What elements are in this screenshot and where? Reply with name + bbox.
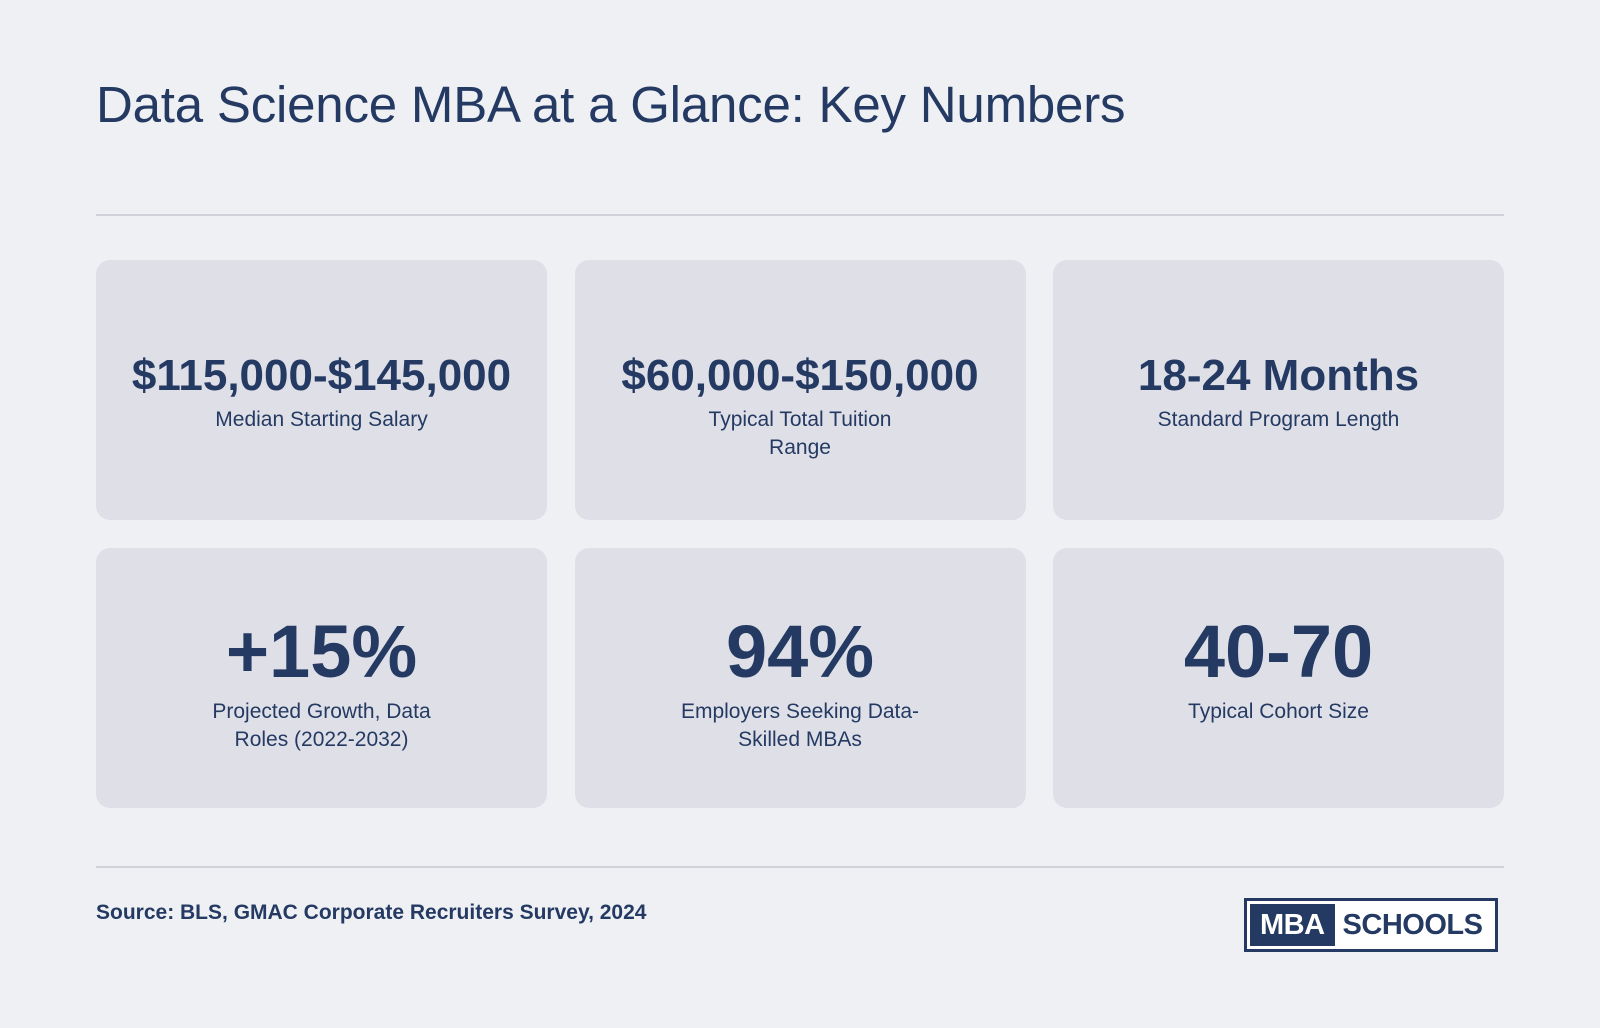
stat-card-growth: +15% Projected Growth, Data Roles (2022-… [96,548,547,808]
stat-value: $115,000-$145,000 [131,351,512,400]
stat-label: Standard Program Length [1157,408,1400,431]
logo-mba-text: MBA [1250,904,1335,946]
stat-card-cohort: 40-70 Typical Cohort Size [1053,548,1504,808]
stat-label: Typical Total Tuition Range [708,408,892,459]
mba-schools-logo: MBA SCHOOLS [1244,898,1498,952]
stat-card-program-length: 18-24 Months Standard Program Length [1053,260,1504,520]
stat-value: +15% [225,610,418,693]
stat-value: $60,000-$150,000 [621,351,979,400]
top-divider [96,214,1504,216]
page-title: Data Science MBA at a Glance: Key Number… [96,76,1126,133]
stat-label: Projected Growth, Data Roles (2022-2032) [212,700,431,751]
stats-grid: $115,000-$145,000 Median Starting Salary… [96,260,1504,808]
stat-label: Employers Seeking Data-Skilled MBAs [680,700,920,751]
stat-card-tuition: $60,000-$150,000 Typical Total Tuition R… [574,260,1026,520]
stat-value: 94% [725,610,875,693]
stat-card-employers: 94% Employers Seeking Data-Skilled MBAs [574,548,1026,808]
stat-label: Typical Cohort Size [1188,700,1369,723]
source-citation: Source: BLS, GMAC Corporate Recruiters S… [96,901,647,924]
stat-card-salary: $115,000-$145,000 Median Starting Salary [96,260,547,520]
bottom-divider [96,866,1504,868]
stat-label: Median Starting Salary [215,408,428,431]
stat-value: 40-70 [1183,610,1374,693]
logo-schools-text: SCHOOLS [1342,908,1483,941]
stat-value: 18-24 Months [1137,351,1420,400]
